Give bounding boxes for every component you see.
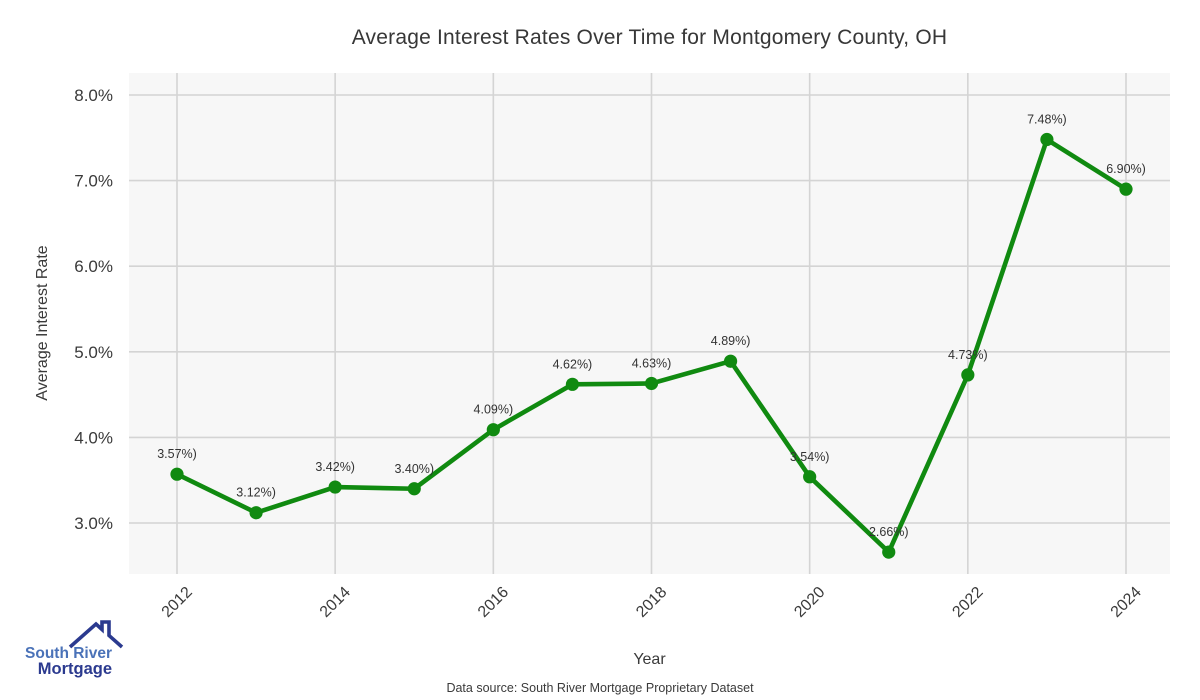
data-source-note: Data source: South River Mortgage Propri…	[446, 681, 754, 695]
x-tick-label: 2012	[159, 584, 196, 621]
x-tick-label: 2018	[633, 584, 670, 621]
y-tick-label: 7.0%	[74, 172, 113, 191]
data-point-label: 3.42%)	[315, 460, 355, 474]
data-point-label: 4.89%)	[711, 334, 751, 348]
x-tick-label: 2016	[475, 584, 512, 621]
x-tick-label: 2020	[791, 584, 828, 621]
data-point-label: 3.54%)	[790, 450, 830, 464]
data-point-marker	[1119, 182, 1133, 196]
data-point-label: 4.63%)	[632, 356, 672, 370]
data-point-label: 4.62%)	[553, 357, 593, 371]
y-tick-label: 6.0%	[74, 257, 113, 276]
data-point-label: 3.40%)	[394, 462, 434, 476]
data-point-marker	[170, 467, 184, 481]
house-roof-icon	[68, 620, 124, 649]
data-point-label: 4.73%)	[948, 348, 988, 362]
y-tick-label: 4.0%	[74, 428, 113, 447]
data-point-marker	[1040, 132, 1054, 147]
y-axis-title: Average Interest Rate	[34, 245, 51, 401]
data-point-label: 3.12%)	[236, 486, 276, 500]
data-point-label: 4.09%)	[474, 403, 514, 417]
chart-title: Average Interest Rates Over Time for Mon…	[351, 26, 948, 49]
y-tick-label: 3.0%	[74, 514, 113, 533]
data-point-label: 6.90%)	[1106, 162, 1146, 176]
y-tick-label: 5.0%	[74, 343, 113, 362]
data-point-label: 3.57%)	[157, 447, 197, 461]
data-point-marker	[961, 368, 975, 382]
logo-text-mortgage: Mortgage	[37, 660, 112, 678]
x-tick-label: 2014	[317, 584, 354, 621]
data-point-marker	[486, 423, 500, 437]
x-tick-label: 2024	[1108, 584, 1145, 621]
south-river-mortgage-logo: South River Mortgage	[20, 617, 130, 679]
data-point-marker	[723, 354, 738, 368]
data-point-marker	[328, 480, 342, 494]
x-axis-title: Year	[633, 651, 666, 668]
data-point-label: 2.66%)	[869, 525, 909, 539]
x-tick-label: 2022	[949, 584, 986, 621]
data-point-label: 7.48%)	[1027, 113, 1067, 127]
data-point-marker	[565, 377, 580, 391]
data-point-marker	[407, 482, 421, 496]
data-point-marker	[803, 470, 817, 484]
logo-text-south-river: South River	[25, 645, 112, 662]
data-point-marker	[882, 545, 896, 559]
data-point-marker	[644, 376, 659, 391]
y-tick-label: 8.0%	[74, 86, 113, 105]
plot-background	[129, 73, 1170, 574]
data-point-marker	[249, 506, 263, 520]
